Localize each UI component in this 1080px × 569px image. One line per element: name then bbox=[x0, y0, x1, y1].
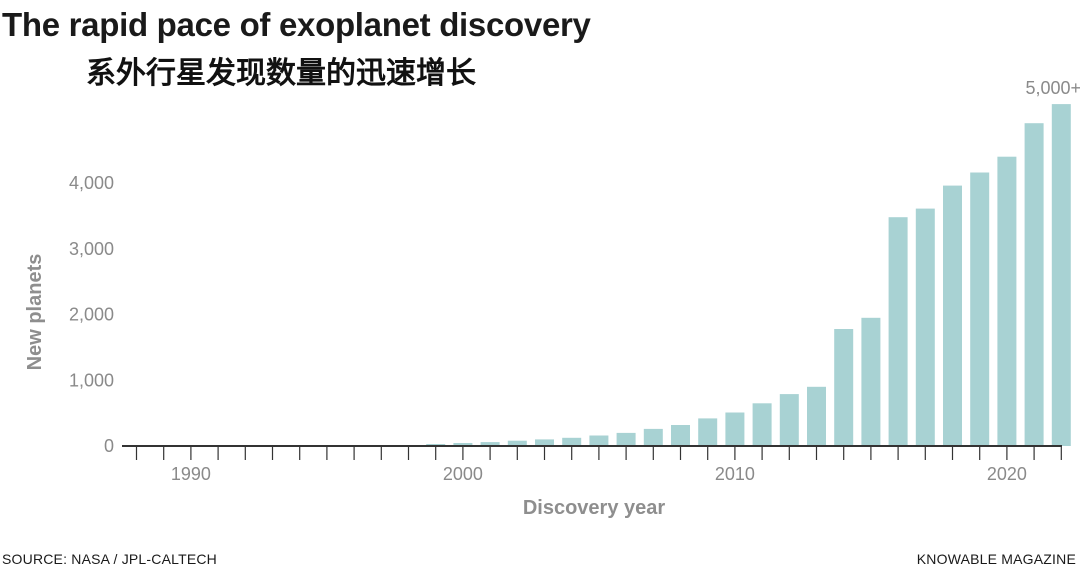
bar-2005 bbox=[589, 435, 609, 446]
y-axis-ticks: 0 1,000 2,000 3,000 4,000 bbox=[69, 173, 114, 456]
bar-2000 bbox=[453, 443, 473, 446]
x-tick-label: 2010 bbox=[715, 464, 755, 484]
bar-2006 bbox=[616, 432, 636, 447]
y-axis-title: New planets bbox=[24, 254, 46, 371]
chart-subtitle: 系外行星发现数量的迅速增长 bbox=[86, 56, 476, 91]
annotation-label: 5,000+ bbox=[1026, 78, 1080, 98]
bar-2022 bbox=[1051, 104, 1071, 446]
bar-2013 bbox=[807, 386, 826, 446]
x-axis bbox=[122, 445, 1062, 460]
bar-2003 bbox=[535, 439, 554, 446]
bar-2011 bbox=[752, 403, 772, 446]
bar-chart: 0 1,000 2,000 3,000 4,000 1990 2000 2010 2020 N… bbox=[24, 78, 1080, 519]
bars-group bbox=[399, 104, 1071, 447]
bar-2007 bbox=[643, 428, 663, 446]
y-tick-label: 0 bbox=[104, 436, 114, 456]
x-axis-ticks: 1990 2000 2010 2020 bbox=[171, 464, 1027, 484]
bar-2004 bbox=[562, 437, 582, 446]
x-tick-label: 2020 bbox=[987, 464, 1027, 484]
y-tick-label: 2,000 bbox=[69, 305, 114, 325]
bar-2019 bbox=[970, 172, 990, 446]
bar-2001 bbox=[480, 442, 500, 446]
x-tick-label: 1990 bbox=[171, 464, 211, 484]
bar-2002 bbox=[507, 440, 527, 446]
bar-2012 bbox=[779, 394, 799, 446]
bar-2014 bbox=[834, 329, 854, 446]
bar-2020 bbox=[997, 156, 1017, 446]
bar-2021 bbox=[1024, 123, 1044, 446]
source-note: SOURCE: NASA / JPL-CALTECH bbox=[2, 551, 217, 567]
y-tick-label: 3,000 bbox=[69, 239, 114, 259]
publisher-credit: KNOWABLE MAGAZINE bbox=[916, 551, 1076, 567]
x-axis-title: Discovery year bbox=[523, 497, 666, 519]
bar-2017 bbox=[915, 208, 935, 446]
bar-2016 bbox=[888, 217, 908, 446]
chart-title: The rapid pace of exoplanet discovery bbox=[2, 6, 591, 43]
bar-2009 bbox=[698, 418, 718, 446]
bar-2010 bbox=[725, 412, 745, 446]
bar-2015 bbox=[861, 317, 881, 446]
y-tick-label: 1,000 bbox=[69, 370, 114, 390]
annotations: 5,000+ bbox=[1026, 78, 1080, 98]
x-tick-label: 2000 bbox=[443, 464, 483, 484]
bar-2018 bbox=[943, 185, 962, 446]
bar-2008 bbox=[671, 425, 690, 446]
y-tick-label: 4,000 bbox=[69, 173, 114, 193]
